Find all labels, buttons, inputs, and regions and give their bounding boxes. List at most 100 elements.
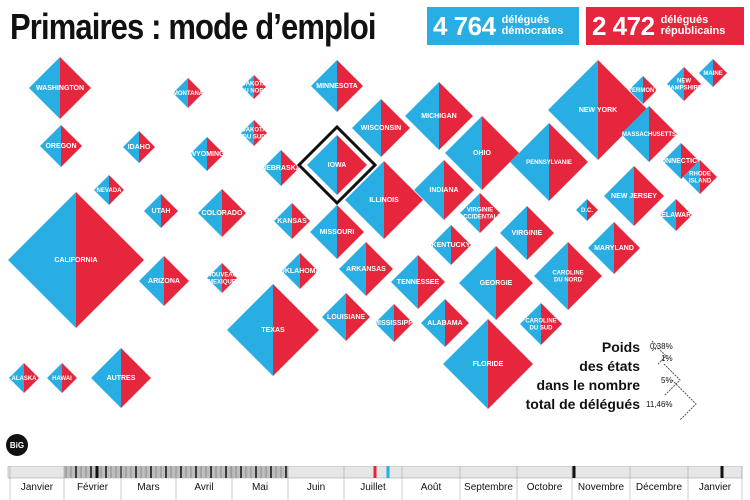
state-alabama: ALABAMA: [421, 299, 469, 347]
republican-half: [598, 60, 648, 160]
state-label: MAINE: [703, 71, 722, 77]
state-wisconsin: WISCONSIN: [352, 99, 410, 157]
month-label-juillet: Juillet: [360, 482, 386, 493]
republican-half: [273, 284, 319, 376]
republican-half: [439, 82, 473, 150]
month-label-avril: Avril: [194, 482, 214, 493]
event-date: 18 juillet 2016: [272, 427, 328, 437]
state-label: KANSAS: [277, 218, 307, 225]
state-label: ARIZONA: [148, 278, 180, 285]
legend-diamond-2: [663, 363, 681, 397]
state-label: ALASKA: [12, 376, 38, 382]
democrat-half: [144, 194, 161, 228]
legend-caption: Poids des états dans le nombre total de …: [525, 339, 640, 412]
event-marker: [95, 466, 99, 478]
republican-half: [254, 120, 267, 146]
republican-half: [418, 255, 445, 309]
democrat-half: [667, 67, 684, 101]
republican-half: [222, 263, 237, 293]
state-label: NEBRASKA: [261, 165, 301, 172]
republican-half: [482, 116, 519, 190]
state-alaska: ALASKA: [9, 363, 39, 393]
democrat-half: [663, 143, 681, 179]
republican-half: [188, 78, 203, 108]
big-logo: BiG: [6, 434, 28, 456]
democrat-half: [311, 60, 337, 112]
state-label: CAROLINE DU NORD: [552, 271, 583, 284]
democrat-half: [322, 293, 346, 341]
republican-delegates-count: 2 472: [592, 10, 655, 41]
month-label-novembre: Novembre: [577, 482, 625, 493]
month-label-mai: Mai: [251, 482, 269, 493]
democrat-half: [520, 303, 541, 345]
state-mississippi: MISSISSIPPI: [373, 304, 415, 342]
democrat-half: [40, 125, 61, 167]
event-date: 8 novembre 2016: [507, 427, 578, 437]
state-kansas: KANSAS: [274, 203, 310, 239]
state-label: OKLAHOMA: [279, 268, 320, 275]
democrat-half: [548, 60, 598, 160]
state-oregon: OREGON: [40, 125, 82, 167]
state-california: CALIFORNIA: [8, 192, 144, 328]
republican-half: [549, 123, 588, 201]
state-label: PENNSYLVANIE: [526, 160, 572, 166]
state-label: INDIANA: [429, 187, 458, 194]
democrat-half: [345, 161, 384, 239]
state-label: CALIFORNIA: [54, 257, 97, 264]
democrat-half: [391, 255, 418, 309]
legend-diamond-3: [671, 379, 697, 420]
state-maryland: MARYLAND: [588, 222, 640, 274]
democrat-half: [123, 131, 139, 163]
state-nouveau-mexique: NOUVEAU MEXIQUE: [207, 263, 237, 293]
democrat-half: [604, 166, 634, 226]
state-rhode-island: RHODE ISLAND: [683, 160, 717, 194]
democrat-half: [443, 319, 488, 409]
state-label: KENTUCKY: [432, 242, 471, 249]
state-label: RHODE ISLAND: [689, 172, 712, 185]
state-label: UTAH: [152, 208, 171, 215]
state-iowa: IOWA: [307, 135, 367, 195]
democrat-half: [431, 225, 451, 265]
republican-half: [381, 99, 410, 157]
state-tennessee: TENNESSEE: [391, 255, 445, 309]
democrat-half: [207, 263, 222, 293]
republican-half: [634, 166, 664, 226]
democrat-half: [8, 192, 76, 328]
republican-half: [254, 75, 266, 99]
state-label: IDAHO: [128, 144, 151, 151]
state-label: VIRGINIE OCCIDENTALE: [459, 208, 502, 221]
state-label: LOUISIANE: [327, 314, 365, 321]
event-investiture: 20 janvier 2017 Investiture: [630, 432, 724, 462]
state-oklahoma: OKLAHOMA: [279, 253, 321, 289]
republican-half: [346, 293, 370, 341]
month-label-mars: Mars: [137, 482, 160, 493]
state-connecticut: CONNECTICUT: [656, 143, 707, 179]
state-nebraska: NEBRASKA: [261, 150, 301, 186]
republican-half: [444, 160, 474, 220]
state-missouri: MISSOURI: [310, 205, 364, 259]
month-label-septembre: Septembre: [464, 482, 513, 493]
event-date: du 1er février au 14 juin 2016: [103, 427, 165, 448]
republican-half: [394, 304, 413, 342]
state-hawai: HAWAI: [47, 363, 77, 393]
republican-half: [292, 203, 310, 239]
democrat-half: [227, 284, 273, 376]
state-d-c: D.C.: [576, 199, 598, 221]
democrat-half: [139, 256, 164, 306]
event-name: Caucus et primaires: [103, 449, 190, 459]
state-label: WASHINGTON: [36, 85, 84, 92]
democrat-half: [198, 189, 222, 237]
democrat-half: [91, 348, 121, 408]
event-date: 20 janvier 2017: [635, 435, 697, 445]
republican-half: [60, 57, 91, 119]
republican-half: [643, 76, 657, 104]
democrat-half: [352, 99, 381, 157]
democrat-half: [629, 76, 643, 104]
republican-half: [713, 59, 727, 87]
iowa-highlight-frame: [296, 124, 378, 206]
state-minnesota: MINNESOTA: [311, 60, 363, 112]
democrat-half: [242, 75, 254, 99]
event-election-presidentielle: 8 novembre 2016 Election présidentielle: [502, 424, 586, 462]
month-label-aout: Août: [420, 482, 442, 493]
republican-half: [61, 125, 82, 167]
